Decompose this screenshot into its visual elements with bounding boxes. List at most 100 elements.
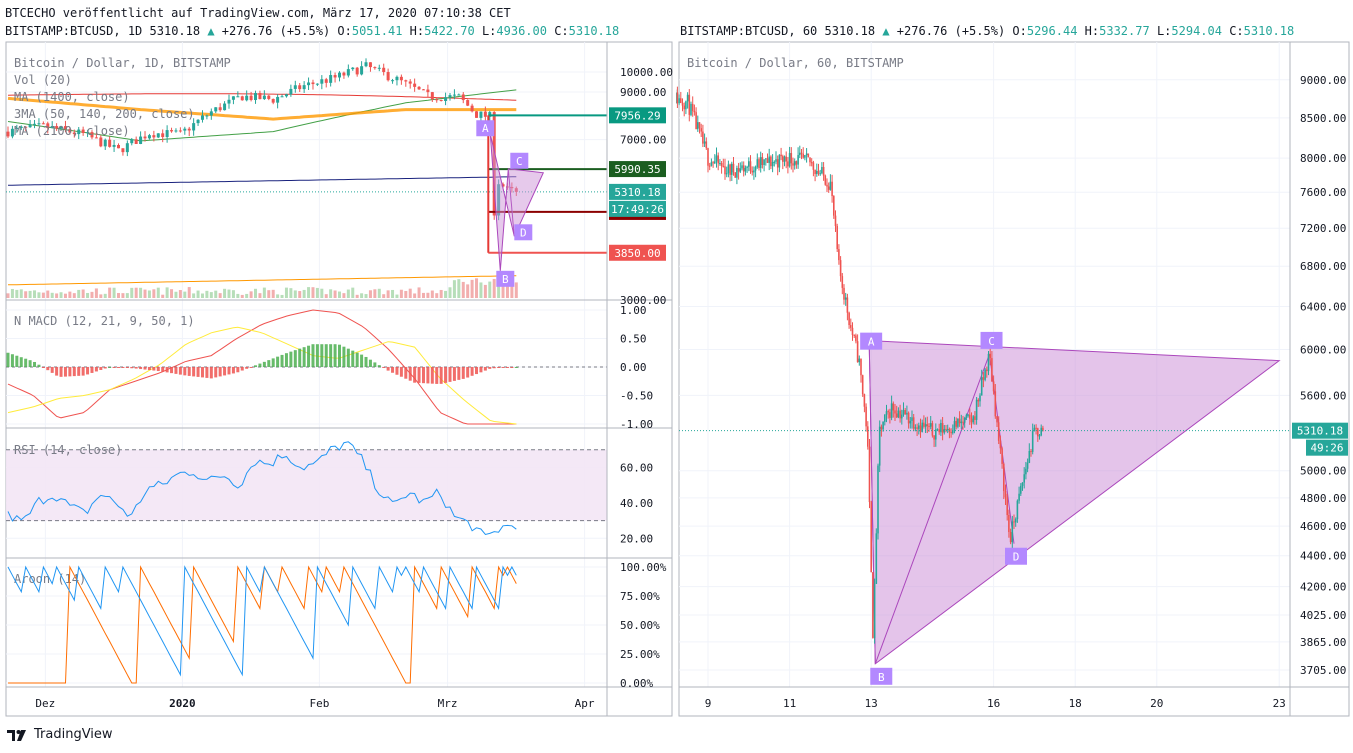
hourly-candle [894, 410, 896, 414]
macd-histogram-bar [364, 356, 368, 367]
daily-chart-frame [5, 41, 673, 717]
rsi-tick: 60.00 [620, 461, 653, 474]
daily-abcd-pattern[interactable]: A B C D [476, 120, 545, 287]
hourly-candle [742, 165, 745, 172]
hourly-candle [861, 375, 864, 395]
daily-candle [346, 69, 350, 76]
macd-tick: 1.00 [620, 304, 647, 317]
volume-bar [258, 293, 262, 298]
hourly-candle [953, 420, 956, 431]
hourly-candle [929, 423, 932, 427]
hourly-pattern-point-d: D [1013, 551, 1020, 564]
hourly-candle [992, 381, 995, 392]
daily-candle [86, 132, 90, 134]
daily-candle [475, 111, 479, 118]
daily-chart[interactable]: A B C D Bitcoin / Dollar, 1D, BITSTAMP Vol … [0, 40, 676, 718]
daily-candle [399, 76, 403, 81]
volume-bar [368, 290, 372, 298]
right-open: 5296.44 [1026, 24, 1078, 38]
daily-candle [94, 137, 98, 139]
right-high-label: H: [1084, 24, 1100, 38]
hourly-price-tick: 4400.00 [1300, 550, 1346, 563]
macd-histogram-bar [139, 367, 143, 370]
daily-candle [130, 139, 134, 144]
volume-bar [298, 291, 302, 298]
hourly-candle [739, 168, 742, 172]
volume-bar [382, 294, 386, 298]
hourly-candle [829, 181, 832, 190]
tradingview-brand: TradingView [34, 727, 113, 742]
daily-price-tick: 3000.00 [620, 294, 666, 307]
volume-bar [302, 289, 306, 298]
volume-bar [192, 293, 196, 298]
hourly-chart[interactable]: A B C D 9000.00 8500.00 8000.00 7600.00 7200.00… [676, 40, 1353, 718]
hourly-candle [856, 341, 859, 363]
macd-histogram-bar [262, 361, 266, 367]
hourly-candle [783, 156, 786, 162]
daily-grid [6, 42, 607, 687]
hourly-price-title: Bitcoin / Dollar, 60, BITSTAMP [687, 56, 904, 70]
hourly-candle [904, 410, 906, 415]
hourly-candle [1035, 427, 1037, 429]
legend-3ma: 3MA (50, 140, 200, close) [14, 107, 195, 121]
daily-price-pane[interactable]: A B C D Bitcoin / Dollar, 1D, BITSTAMP Vol … [6, 56, 607, 298]
daily-candle [293, 85, 297, 89]
hourly-candle [979, 395, 981, 402]
daily-candle [223, 103, 227, 111]
macd-histogram-bar [103, 367, 107, 369]
hourly-price-tick: 3705.00 [1300, 664, 1346, 677]
volume-bar [342, 293, 346, 298]
hourly-candle [822, 166, 825, 176]
macd-histogram-bar [249, 367, 253, 368]
macd-histogram-bar [395, 367, 399, 375]
hourly-candle [918, 425, 920, 429]
macd-histogram-bar [130, 367, 134, 369]
daily-price-tick: 7000.00 [620, 134, 666, 147]
macd-histogram-bar [125, 367, 129, 368]
rsi-pane[interactable]: RSI (14, close) [6, 441, 607, 536]
daily-time-tick: Feb [309, 697, 329, 710]
volume-bar [37, 292, 41, 298]
volume-bar [435, 293, 439, 298]
hourly-candle [877, 465, 879, 534]
hourly-candle [970, 418, 973, 423]
hourly-axes: 9000.00 8500.00 8000.00 7600.00 7200.00 6800.… [679, 42, 1349, 716]
hourly-time-tick: 20 [1150, 697, 1163, 710]
hourly-candle [782, 156, 784, 162]
volume-bar [121, 293, 125, 298]
aroon-pane[interactable]: Aroon (14) [7, 565, 517, 684]
hourly-candle [933, 435, 935, 440]
daily-candle [333, 75, 337, 78]
hourly-candle [763, 159, 765, 165]
macd-histogram-bar [457, 367, 461, 380]
hourly-candle [986, 369, 988, 372]
hourly-candle [678, 98, 680, 104]
daily-candle [214, 107, 218, 112]
volume-bar [41, 292, 45, 298]
volume-bar [461, 281, 465, 298]
daily-candle [479, 111, 483, 118]
macd-histogram-bar [475, 367, 479, 375]
hourly-candle [919, 425, 922, 432]
aroon-tick: 25.00% [620, 648, 660, 661]
daily-candle [139, 136, 143, 144]
macd-histogram-bar [165, 367, 169, 373]
volume-bar [430, 290, 434, 298]
macd-pane[interactable]: N MACD (12, 21, 9, 50, 1) [6, 309, 518, 425]
volume-bar [90, 291, 94, 298]
volume-bar [223, 288, 227, 298]
hourly-pattern-point-d-box [1005, 547, 1027, 565]
hourly-candle [685, 101, 687, 110]
daily-candle [377, 67, 381, 69]
hourly-candle [697, 122, 699, 130]
volume-bar [24, 291, 28, 298]
volume-bar [236, 293, 240, 298]
macd-histogram-bar [338, 344, 341, 367]
volume-bar [377, 288, 381, 298]
macd-histogram-bar [351, 350, 355, 367]
volume-bar [421, 292, 425, 298]
hourly-candle [880, 426, 883, 430]
volume-bar [448, 287, 452, 298]
hourly-candle [846, 297, 849, 313]
daily-candle [466, 100, 470, 106]
